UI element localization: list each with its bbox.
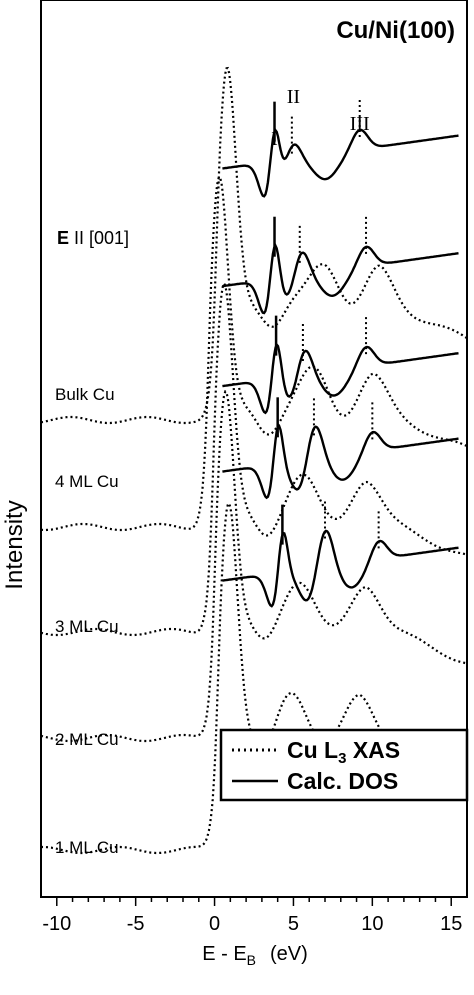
peak-label: III — [350, 113, 370, 135]
legend-xas-label: Cu L — [287, 737, 338, 763]
x-tick-label: -5 — [127, 913, 145, 935]
plot-frame — [40, 0, 468, 898]
legend-xas-sub: 3 — [338, 750, 346, 767]
dos-curve — [222, 243, 459, 315]
x-axis-label-unit: (eV) — [270, 943, 308, 965]
legend: Cu L3 XAS Calc. DOS — [219, 728, 469, 802]
xas-curve — [40, 66, 467, 425]
chart-title: Cu/Ni(100) — [336, 17, 455, 44]
spectrum-labels: Bulk Cu 4 ML Cu 3 ML Cu 2 ML Cu 1 ML Cu — [55, 385, 119, 857]
legend-entry-xas: Cu L3 XAS — [287, 737, 400, 767]
spectrum-label: 3 ML Cu — [55, 617, 119, 636]
x-axis-label-main: E - E — [202, 943, 246, 965]
dos-curve — [222, 424, 459, 500]
legend-box — [219, 728, 469, 802]
polarization-label: E II [001] — [57, 228, 129, 248]
xas-curve — [40, 389, 467, 743]
legend-entry-dos: Calc. DOS — [287, 768, 398, 794]
x-tick-label: 0 — [209, 913, 220, 935]
polarization-prefix: E — [57, 228, 69, 248]
dos-curve — [222, 529, 459, 608]
x-axis-label: E - EB (eV) — [202, 943, 308, 968]
x-tick-label: 10 — [361, 913, 383, 935]
x-tick-label: 5 — [288, 913, 299, 935]
y-axis-label: Intensity — [1, 500, 28, 589]
dos-curve — [222, 128, 459, 198]
spectrum-label: 4 ML Cu — [55, 472, 119, 491]
spectrum-label: Bulk Cu — [55, 385, 115, 404]
dos-curve — [222, 342, 459, 415]
x-axis-label-sub: B — [247, 952, 256, 968]
peak-markers — [273, 100, 380, 552]
x-tick-label: -10 — [42, 913, 71, 935]
peak-label: II — [287, 86, 300, 108]
x-axis-ticks: -10 -5 0 5 10 15 — [42, 897, 462, 935]
x-tick-label: 15 — [440, 913, 462, 935]
peak-label: I — [271, 128, 278, 150]
polarization-text: II [001] — [69, 228, 129, 248]
xas-curve — [40, 281, 467, 637]
spectrum-label: 2 ML Cu — [55, 730, 119, 749]
legend-xas-suffix: XAS — [346, 737, 400, 763]
spectrum-label: 1 ML Cu — [55, 838, 119, 857]
